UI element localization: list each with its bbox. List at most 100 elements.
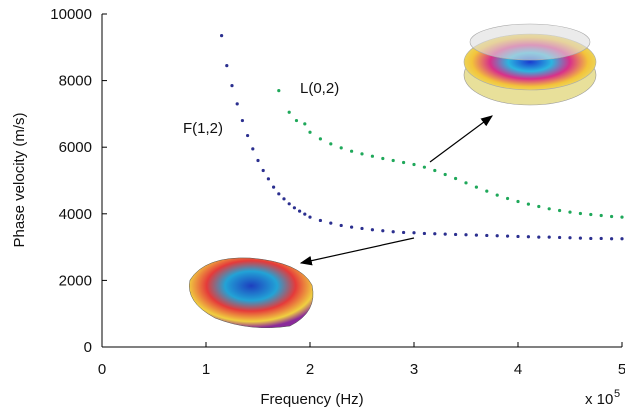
x-tick-label: 2 <box>306 361 314 378</box>
y-axis-label: Phase velocity (m/s) <box>11 112 28 247</box>
point <box>402 160 406 165</box>
y-tick-label: 6000 <box>59 139 92 156</box>
point <box>443 232 447 236</box>
point <box>225 64 229 68</box>
point <box>303 212 307 216</box>
point <box>240 118 244 123</box>
y-tick-label: 10000 <box>50 6 92 23</box>
point <box>516 199 520 204</box>
point <box>235 102 239 106</box>
x-axis-label: Frequency (Hz) <box>260 391 363 408</box>
point <box>318 218 322 223</box>
point <box>422 231 426 236</box>
point <box>433 168 437 173</box>
point <box>329 142 333 146</box>
point <box>220 34 224 38</box>
point <box>282 197 286 201</box>
series-label: F(1,2) <box>183 120 223 137</box>
point <box>558 235 562 240</box>
point <box>610 237 614 241</box>
point <box>251 147 255 151</box>
x-tick-label: 1 <box>202 361 210 378</box>
point <box>495 193 499 197</box>
x-tick-label: 0 <box>98 361 106 378</box>
point <box>433 232 437 236</box>
point <box>526 202 531 206</box>
arrows <box>299 115 493 266</box>
point <box>474 185 478 189</box>
point <box>506 234 510 238</box>
point <box>443 172 447 177</box>
point <box>578 211 583 216</box>
point <box>412 231 416 235</box>
point <box>303 122 307 126</box>
point <box>537 204 541 209</box>
x-tick-label: 3 <box>410 361 418 378</box>
point <box>350 149 354 153</box>
point <box>381 229 385 233</box>
point <box>485 233 489 238</box>
point <box>610 214 614 219</box>
point <box>339 146 343 150</box>
point <box>370 228 374 232</box>
x-tick-label: 4 <box>514 361 522 378</box>
point <box>558 208 562 213</box>
point <box>370 154 374 158</box>
point <box>589 236 593 241</box>
point <box>230 83 234 88</box>
point <box>620 215 624 219</box>
point <box>599 236 603 241</box>
point <box>287 110 291 114</box>
point <box>391 230 395 234</box>
point <box>294 118 299 123</box>
point <box>287 202 291 206</box>
point <box>547 235 551 239</box>
point <box>568 210 572 214</box>
point <box>547 207 551 211</box>
point <box>308 130 312 134</box>
point <box>454 232 458 237</box>
y-tick-label: 0 <box>84 339 92 356</box>
point <box>298 209 302 213</box>
point <box>454 176 458 181</box>
mesh-images <box>189 23 597 329</box>
point <box>277 192 281 196</box>
point <box>350 225 354 229</box>
point <box>464 233 468 237</box>
point <box>381 156 385 161</box>
point <box>360 152 364 156</box>
point <box>412 162 416 167</box>
point <box>308 215 312 219</box>
point <box>272 185 276 189</box>
point <box>526 235 531 239</box>
point <box>246 133 250 138</box>
point <box>422 165 426 169</box>
point <box>620 237 624 241</box>
point <box>360 226 364 231</box>
point <box>256 158 260 163</box>
y-tick-label: 4000 <box>59 206 92 223</box>
point <box>506 196 510 201</box>
point <box>495 234 499 238</box>
x-multiplier-exponent: 5 <box>614 388 620 400</box>
point <box>464 181 468 185</box>
series-label: L(0,2) <box>300 80 339 97</box>
point <box>589 212 593 217</box>
point <box>474 233 478 237</box>
point <box>402 230 406 235</box>
point <box>261 168 265 173</box>
y-tick-label: 8000 <box>59 73 92 90</box>
point <box>599 213 603 218</box>
point <box>318 137 322 141</box>
x-tick-label: 5 <box>618 361 625 378</box>
point <box>339 223 343 228</box>
point <box>537 235 541 239</box>
x-multiplier: x 10 <box>585 391 613 408</box>
point <box>578 236 583 240</box>
point <box>277 88 281 93</box>
point <box>485 189 489 193</box>
point <box>329 221 333 225</box>
point <box>266 177 270 181</box>
y-tick-label: 2000 <box>59 272 92 289</box>
